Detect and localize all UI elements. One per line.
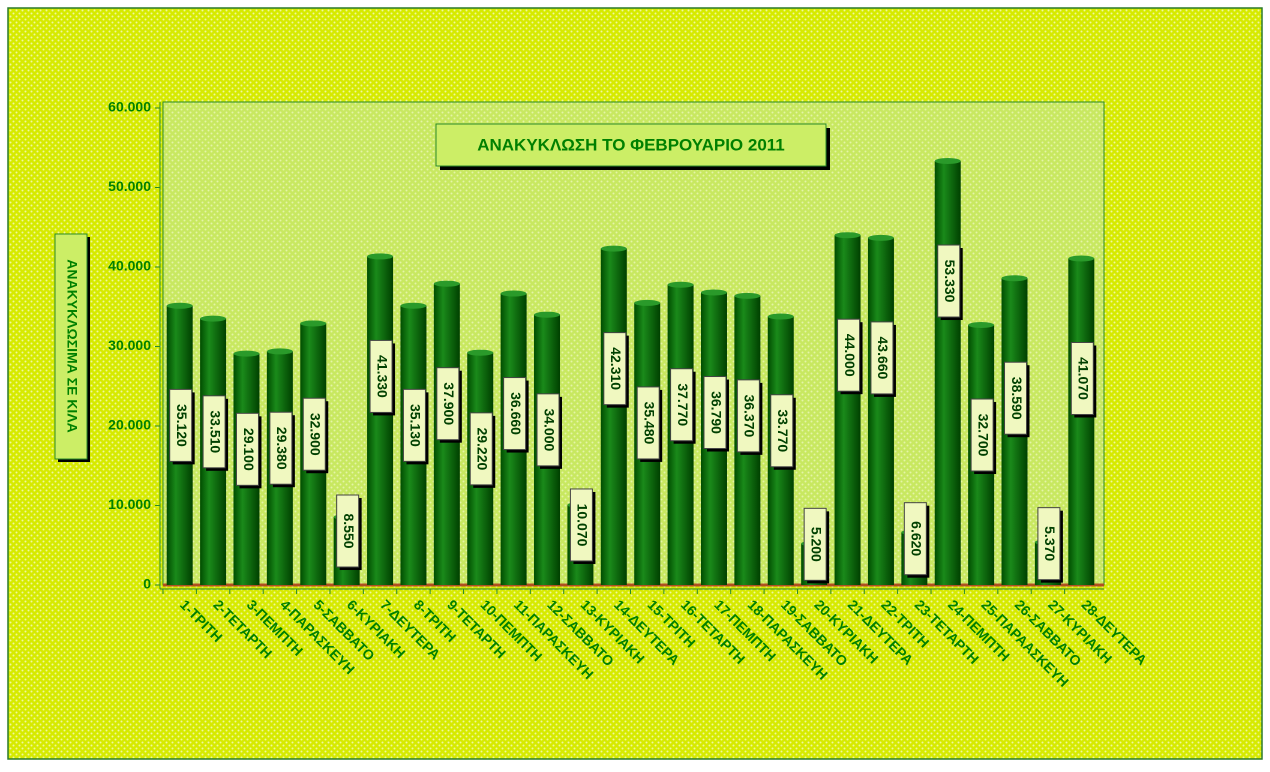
value-label: 43.660 [875, 336, 891, 379]
y-tick-label: 50.000 [108, 178, 151, 194]
value-label-box [736, 379, 760, 453]
value-label: 6.620 [909, 521, 925, 556]
bar-top [500, 290, 527, 297]
value-label-box [402, 388, 426, 462]
bar [867, 237, 894, 585]
bar-top [834, 232, 861, 239]
bar [834, 235, 861, 585]
value-label-box [469, 412, 493, 486]
bar-top [166, 302, 193, 309]
bar-top [700, 289, 727, 296]
value-label: 38.590 [1009, 377, 1025, 420]
value-label: 36.660 [508, 392, 524, 435]
value-label-box [703, 376, 727, 450]
value-label: 36.370 [742, 394, 758, 437]
value-label-box [937, 244, 961, 318]
value-label-box [369, 339, 393, 413]
value-label-box [770, 394, 794, 468]
value-label: 35.130 [408, 404, 424, 447]
value-label: 5.370 [1042, 526, 1058, 561]
value-label: 10.070 [575, 504, 591, 547]
value-label: 5.200 [808, 527, 824, 562]
value-label: 32.700 [975, 414, 991, 457]
value-label-box [302, 397, 326, 471]
value-label: 33.510 [207, 410, 223, 453]
value-label-box [636, 386, 660, 460]
value-label: 44.000 [842, 334, 858, 377]
y-tick-label: 30.000 [108, 337, 151, 353]
bar-top [1068, 255, 1095, 262]
bar-top [767, 313, 794, 320]
value-label-box [336, 494, 360, 568]
bar-top [367, 253, 394, 260]
value-label-box [803, 507, 827, 581]
value-label-box [503, 377, 527, 451]
value-label-box [436, 367, 460, 441]
value-label-box [837, 318, 861, 392]
bar [367, 256, 394, 585]
value-label: 36.790 [708, 391, 724, 434]
y-label-box [54, 233, 88, 460]
value-label: 37.770 [675, 383, 691, 426]
bar-top [968, 322, 995, 329]
bar-top [734, 292, 761, 299]
value-label-box [202, 395, 226, 469]
bar-top [433, 280, 460, 287]
value-label-box [1070, 341, 1094, 415]
chart-title: ΑΝΑΚΥΚΛΩΣΗ ΤΟ ΦΕΒΡΟΥΑΡΙΟ 2011 [477, 135, 785, 154]
value-label: 29.220 [475, 427, 491, 470]
bar-top [200, 315, 227, 322]
bar [600, 248, 627, 585]
value-label-box [569, 488, 593, 562]
y-tick-label: 40.000 [108, 258, 151, 274]
bar-top [266, 348, 293, 355]
title-box [435, 123, 827, 167]
value-label: 41.070 [1076, 357, 1092, 400]
bar-top [934, 158, 961, 165]
bar-top [867, 234, 894, 241]
bar-top [667, 281, 694, 288]
value-label: 29.380 [274, 427, 290, 470]
value-label: 33.770 [775, 409, 791, 452]
value-label-box [970, 398, 994, 472]
value-label-box [903, 502, 927, 576]
bar [934, 161, 961, 586]
bar-top [1001, 275, 1028, 282]
value-label: 35.480 [641, 402, 657, 445]
y-axis-label: ΑΝΑΚΥΚΛΩΣΙΜΑ ΣΕ ΚΙΛΑ [64, 259, 80, 432]
y-tick-label: 60.000 [108, 99, 151, 115]
y-tick-label: 20.000 [108, 417, 151, 433]
value-label: 34.000 [541, 408, 557, 451]
bar [1068, 258, 1095, 585]
value-label-box [269, 411, 293, 485]
value-label: 53.330 [942, 260, 958, 303]
value-label-box [603, 332, 627, 406]
bar-top [634, 299, 661, 306]
y-tick-label: 0 [143, 576, 151, 592]
y-tick-label: 10.000 [108, 496, 151, 512]
value-label: 8.550 [341, 513, 357, 548]
value-label-box [670, 368, 694, 442]
value-label: 41.330 [374, 355, 390, 398]
value-label: 35.120 [174, 404, 190, 447]
bar-top [534, 311, 561, 318]
bar-top [300, 320, 327, 327]
bar-top [233, 350, 260, 357]
value-label-box [1004, 361, 1028, 435]
bar-top [600, 245, 627, 252]
value-label-box [169, 388, 193, 462]
value-label: 42.310 [608, 347, 624, 390]
value-label-box [870, 321, 894, 395]
value-label-box [536, 393, 560, 467]
bar-top [400, 302, 427, 309]
bar-top [467, 349, 494, 356]
value-label-box [1037, 507, 1061, 581]
value-label: 37.900 [441, 382, 457, 425]
value-label: 32.900 [308, 413, 324, 456]
value-label: 29.100 [241, 428, 257, 471]
value-label-box [235, 412, 259, 486]
